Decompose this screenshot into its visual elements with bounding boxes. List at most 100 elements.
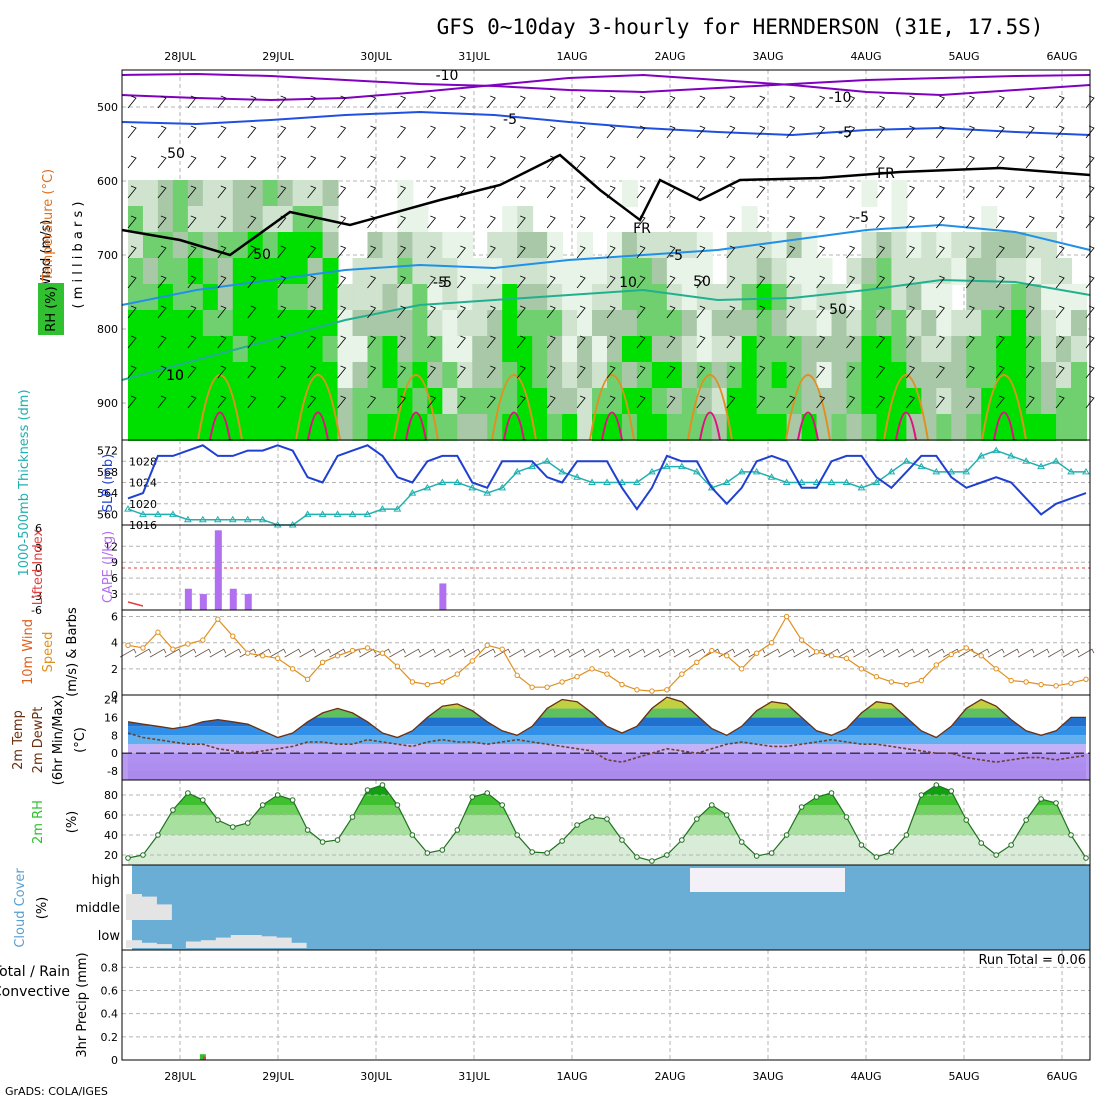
thickness-point	[363, 510, 372, 517]
wind-barb	[995, 395, 1005, 409]
rh-shading-cell	[172, 232, 189, 259]
rh-shading-cell	[891, 310, 908, 337]
thickness-tick-label: 568	[97, 466, 118, 479]
wind10m-barb	[119, 648, 137, 658]
rh-shading-cell	[367, 310, 384, 337]
rh-shading-cell	[457, 362, 474, 389]
temp-contour-warm	[393, 374, 439, 441]
rh-shading-cell	[352, 310, 369, 337]
wind-barb	[876, 125, 886, 139]
wind-barb	[546, 215, 556, 229]
rh-shading-cell	[1041, 284, 1058, 311]
temp-contour-hot	[503, 411, 525, 441]
wind-barb	[965, 275, 975, 289]
top-date-label: 29JUL	[262, 50, 294, 63]
thickness-point	[423, 483, 432, 491]
rh-shading-cell	[412, 336, 429, 363]
wind10m-barb	[209, 648, 227, 658]
rh-shading-cell	[607, 336, 623, 363]
rh-shading-cell	[187, 258, 204, 285]
rh-shading-cell	[128, 310, 144, 337]
rh-shading-cell	[487, 232, 504, 259]
wind-barb	[666, 365, 676, 379]
wind-barb	[666, 95, 676, 109]
wind10m-point	[454, 671, 461, 677]
rh2m-point	[469, 794, 476, 800]
rh-shading-cell	[592, 336, 608, 363]
rh-shading-cell	[142, 232, 159, 259]
temp-contour-warm	[295, 374, 341, 441]
wind-barb	[457, 155, 466, 169]
wind-barb	[816, 305, 826, 319]
freezing-level-line	[121, 153, 1091, 257]
rh-shading-cell	[891, 258, 908, 285]
rh-shading-cell	[217, 414, 234, 441]
wind-barb	[337, 365, 347, 379]
wind-barb	[965, 125, 975, 139]
rh-shading-cell	[861, 362, 878, 389]
rh-shading-cell	[412, 258, 429, 285]
rh-shading-cell	[891, 336, 908, 363]
wind-barb	[307, 185, 317, 199]
rh-shading-cell	[412, 206, 429, 233]
wind10m-barb	[299, 648, 316, 658]
wind-barb	[1085, 125, 1095, 139]
rh-shading-cell	[247, 336, 264, 363]
precip-tick-label: 0.8	[101, 961, 119, 974]
wind10m-point	[289, 666, 296, 672]
rh-shading-cell	[232, 388, 249, 415]
rh-shading-cell	[996, 258, 1013, 285]
wind-barb	[1055, 215, 1065, 229]
wind-barb	[516, 275, 526, 289]
rh-shading-cell	[427, 336, 444, 363]
wind10m-point	[1023, 679, 1029, 685]
wind-barb	[397, 185, 407, 199]
thickness-point	[917, 462, 926, 470]
rh-shading-cell	[921, 284, 938, 311]
temp2m-panel: -8 0 8 16 24 2m Temp 2m DewPt (6hr Min/Max) (°C)	[11, 693, 1091, 785]
wind10m-point	[334, 653, 341, 659]
rh-shading-cell	[502, 284, 519, 311]
rh-shading-cell	[322, 388, 339, 415]
wind10m-point	[918, 677, 925, 684]
cape-bar	[199, 594, 207, 610]
rh-shading-cell	[232, 206, 249, 233]
rh-shading-cell	[876, 388, 893, 415]
rh-shading-cell	[636, 336, 653, 363]
rh-shading-cell	[981, 206, 998, 233]
wind10m-barb	[359, 648, 376, 658]
slp-line	[127, 444, 1087, 516]
temp2m-line	[127, 696, 1086, 739]
rh-shading-cell	[711, 336, 728, 363]
rh-shading-cell	[636, 232, 653, 259]
rh-shading-cell	[696, 232, 713, 259]
wind-barb	[277, 395, 287, 409]
rh-shading-cell	[831, 414, 848, 441]
chart-title: GFS 0~10day 3-hourly for HERNDERSON (31E…	[437, 15, 1044, 39]
rh-shading-cell	[726, 336, 743, 363]
wind-barb	[906, 95, 916, 109]
wind-barb	[876, 95, 886, 109]
precip-tick-label: 0	[111, 1054, 118, 1067]
wind-barb	[486, 245, 496, 259]
rh-shading-cell	[846, 284, 863, 311]
thickness-point	[513, 467, 522, 475]
wind-barb	[1085, 215, 1095, 229]
wind-barb	[187, 305, 197, 319]
wind-barb	[367, 185, 377, 199]
wind-barb	[367, 365, 377, 379]
rh-shading-cell	[397, 258, 414, 285]
rh-shading-cell	[861, 232, 878, 259]
rh-shading-cell	[262, 336, 279, 363]
rh-shading-cell	[577, 414, 594, 441]
rh-shading-cell	[771, 336, 788, 363]
rh-shading-cell	[172, 362, 189, 389]
wind-barb	[726, 245, 736, 259]
wind10m-barb	[434, 648, 451, 658]
wind-barb	[936, 215, 945, 229]
rh-tick-label: 80	[104, 789, 118, 802]
cloud-cell	[126, 940, 142, 948]
wind-barb	[157, 275, 167, 289]
wind-barb	[1085, 245, 1095, 259]
wind-barb	[906, 215, 916, 229]
